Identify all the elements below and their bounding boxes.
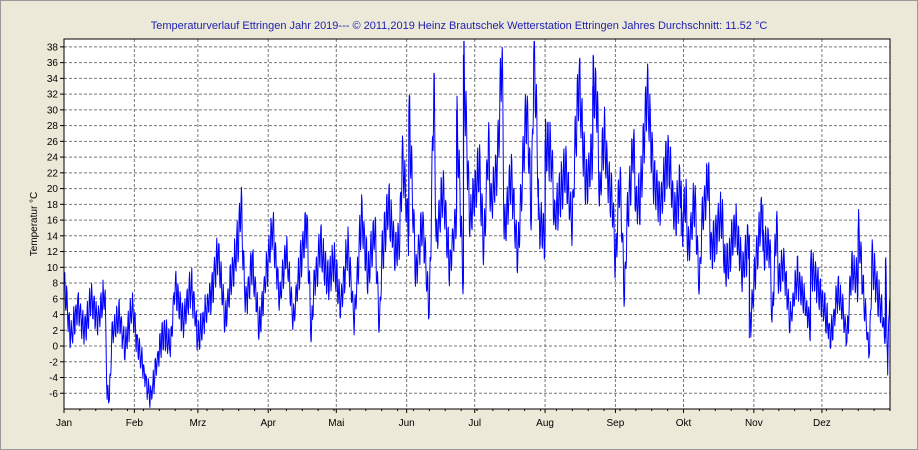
y-tick-label: 6 [52, 294, 58, 305]
y-tick-label: 14 [47, 231, 59, 242]
plot-area [64, 39, 890, 409]
temperature-series-line [63, 40, 891, 408]
y-tick-label: 22 [47, 168, 59, 179]
y-tick-label: 2 [52, 326, 58, 337]
y-tick-label: 8 [52, 279, 58, 290]
x-tick-label: Dez [813, 418, 831, 429]
x-tick-label: Okt [676, 418, 692, 429]
y-tick-label: 20 [47, 184, 59, 195]
grid [64, 39, 890, 409]
y-tick-label: 0 [52, 342, 58, 353]
y-tick-label: 4 [52, 310, 58, 321]
x-tick-label: Aug [536, 418, 554, 429]
y-tick-label: 34 [47, 74, 59, 85]
x-tick-label: Feb [126, 418, 144, 429]
x-tick-label: Jan [56, 418, 72, 429]
y-axis: -6-4-20246810121416182022242628303234363… [47, 42, 64, 400]
x-axis: Jan Feb Mrz Apr Mai Jun Jul Aug Sep Okt Nov Dez [56, 409, 891, 429]
y-tick-label: -2 [49, 357, 58, 368]
y-tick-label: 30 [47, 105, 59, 116]
y-tick-label: 38 [47, 42, 59, 53]
y-tick-label: 18 [47, 200, 59, 211]
y-tick-label: -4 [49, 373, 58, 384]
y-axis-label: Temperatur °C [29, 192, 40, 257]
x-tick-label: Nov [745, 418, 763, 429]
chart-title: Temperaturverlauf Ettringen Jahr 2019---… [150, 20, 768, 32]
y-tick-label: 26 [47, 137, 59, 148]
y-tick-label: 32 [47, 90, 59, 101]
x-tick-label: Jun [399, 418, 415, 429]
y-tick-label: 36 [47, 58, 59, 69]
y-tick-label: 10 [47, 263, 59, 274]
x-tick-label: Mrz [190, 418, 207, 429]
y-tick-label: 28 [47, 121, 59, 132]
x-tick-label: Jul [468, 418, 481, 429]
y-tick-label: 12 [47, 247, 59, 258]
y-tick-label: -6 [49, 389, 58, 400]
x-tick-label: Apr [260, 418, 276, 429]
y-tick-label: 24 [47, 153, 59, 164]
y-tick-label: 16 [47, 216, 59, 227]
x-tick-label: Sep [607, 418, 625, 429]
x-tick-label: Mai [328, 418, 344, 429]
series-layer [63, 40, 891, 408]
